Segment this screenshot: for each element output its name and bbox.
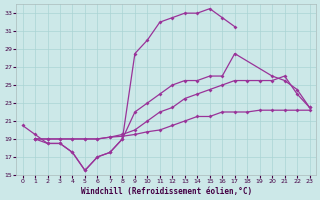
- X-axis label: Windchill (Refroidissement éolien,°C): Windchill (Refroidissement éolien,°C): [81, 187, 252, 196]
